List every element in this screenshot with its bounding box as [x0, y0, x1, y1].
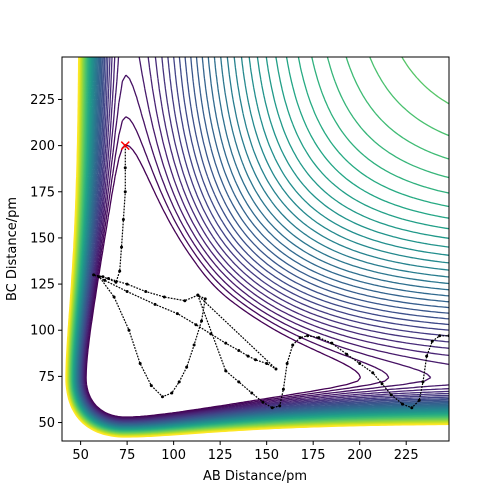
trajectory-point [358, 361, 362, 365]
trajectory-point [103, 278, 107, 282]
trajectory-point [209, 332, 213, 336]
trajectory-point [118, 269, 122, 273]
trajectory-point [170, 391, 174, 395]
trajectory-point [177, 380, 181, 384]
y-tick-label: 100 [30, 324, 55, 339]
trajectory-point [183, 299, 187, 303]
trajectory-point [160, 395, 164, 399]
trajectory-point [306, 334, 310, 338]
trajectory-point [185, 365, 189, 369]
trajectory-point [107, 277, 111, 281]
trajectory-point [421, 380, 425, 384]
trajectory-point [203, 297, 207, 301]
trajectory-point [438, 334, 442, 338]
trajectory-point [224, 369, 228, 373]
trajectory-point [274, 367, 278, 371]
plot-frame [61, 56, 450, 442]
x-tick-label: 75 [119, 448, 136, 463]
trajectory-point [144, 289, 148, 293]
trajectory-point [345, 352, 349, 356]
trajectory-point [281, 387, 285, 391]
x-tick-label: 225 [394, 448, 419, 463]
trajectory-point [317, 336, 321, 340]
trajectory-point [138, 361, 142, 365]
trajectory-point [153, 302, 157, 306]
trajectory [92, 144, 449, 410]
x-tick-label: 200 [347, 448, 372, 463]
trajectory-point [101, 275, 105, 279]
trajectory-point [270, 406, 274, 410]
contour-level [84, 74, 432, 419]
trajectory-point [425, 354, 429, 358]
trajectory-point [410, 406, 414, 410]
trajectory-point [196, 293, 200, 297]
y-tick-label: 175 [30, 185, 55, 200]
trajectory-point [224, 341, 228, 345]
trajectory-point [380, 382, 384, 386]
y-tick-label: 125 [30, 278, 55, 293]
trajectory-point [430, 339, 434, 343]
x-tick-label: 100 [161, 448, 186, 463]
trajectory-point [112, 295, 116, 299]
trajectory-point [246, 354, 250, 358]
contour-level [84, 116, 390, 419]
trajectory-point [298, 336, 302, 340]
plot-area [62, 57, 449, 441]
x-tick-label: 50 [72, 448, 89, 463]
trajectory-point [92, 273, 96, 277]
trajectory-line [93, 145, 449, 409]
trajectory-point [400, 402, 404, 406]
trajectory-point [162, 295, 166, 299]
trajectory-point [123, 190, 127, 194]
x-tick-label: 150 [254, 448, 279, 463]
trajectory-point [114, 280, 118, 284]
x-tick-label: 175 [301, 448, 326, 463]
trajectory-point [417, 398, 421, 402]
trajectory-point [192, 343, 196, 347]
trajectory-point [278, 404, 282, 408]
trajectory-point [250, 391, 254, 395]
trajectory-point [330, 341, 334, 345]
trajectory-point [120, 245, 124, 249]
trajectory-point [123, 166, 127, 170]
contour-lines [65, 57, 449, 438]
y-tick-label: 75 [38, 370, 55, 385]
trajectory-point [285, 361, 289, 365]
trajectory-point [200, 319, 204, 323]
x-axis-label: AB Distance/pm [203, 469, 307, 484]
trajectory-point [389, 393, 393, 397]
trajectory-point [237, 380, 241, 384]
trajectory-point [149, 384, 153, 388]
trajectory-point [194, 323, 198, 327]
trajectory-point [254, 358, 257, 362]
trajectory-point [127, 328, 131, 332]
start-marker [120, 141, 130, 151]
x-tick-label: 125 [208, 448, 233, 463]
trajectory-point [121, 217, 125, 221]
trajectory-point [125, 289, 129, 293]
y-axis-label: BC Distance/pm [5, 197, 20, 301]
y-tick-label: 50 [38, 416, 55, 431]
trajectory-point [371, 371, 375, 375]
y-axis: 50 75 100 125 150 175 200 225 [30, 93, 62, 431]
y-tick-label: 150 [30, 231, 55, 246]
trajectory-point [265, 361, 269, 365]
y-tick-label: 200 [30, 139, 55, 154]
contour-level [65, 57, 449, 438]
start-marker-group [120, 141, 130, 151]
trajectory-point [291, 343, 295, 347]
trajectory-point [175, 312, 179, 316]
trajectory-point [97, 275, 101, 279]
trajectory-point [125, 282, 129, 286]
trajectory-point [237, 349, 241, 353]
x-axis: 50 75 100 125 150 175 200 225 [72, 441, 419, 463]
trajectory-point [261, 400, 265, 404]
y-tick-label: 225 [30, 93, 55, 108]
